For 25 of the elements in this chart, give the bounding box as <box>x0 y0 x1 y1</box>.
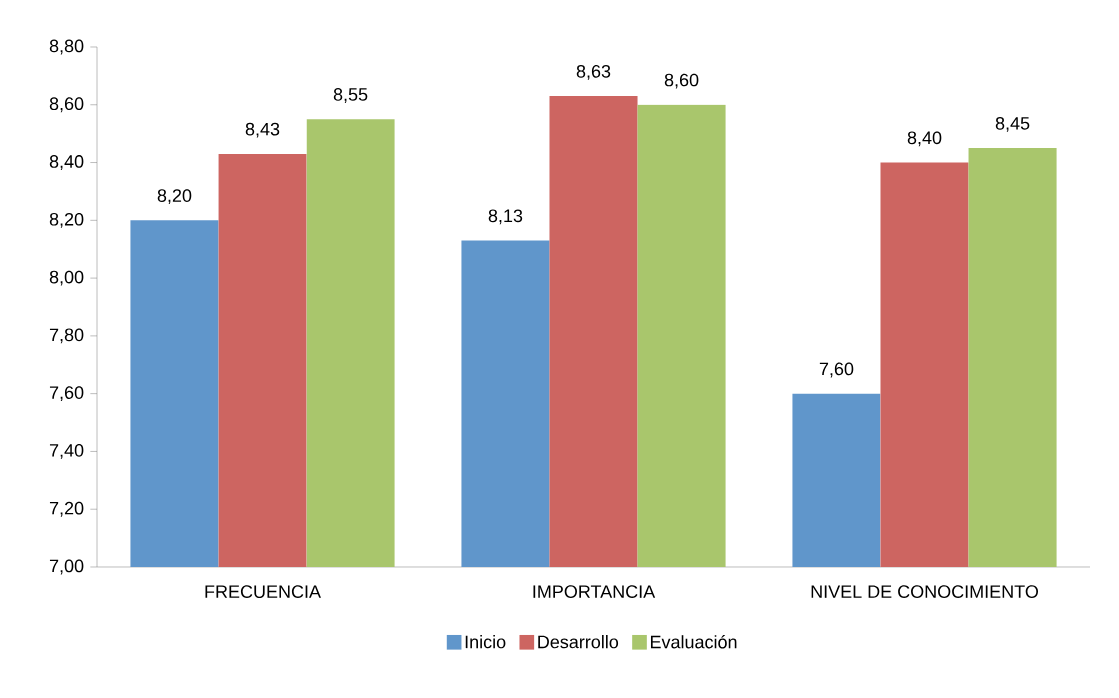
legend-label: Evaluación <box>650 634 737 649</box>
x-tick-label: FRECUENCIA <box>205 585 321 598</box>
x-tick-label: IMPORTANCIA <box>533 585 656 598</box>
data-label: 8,63 <box>576 64 611 80</box>
y-tick-label: 8,80 <box>49 39 84 55</box>
data-label: 8,45 <box>995 116 1030 132</box>
y-tick-label: 8,60 <box>49 97 84 113</box>
data-label: 8,20 <box>157 189 192 205</box>
x-tick-label: NIVEL DE CONOCIMIENTO <box>811 585 1039 598</box>
legend-label: Inicio <box>465 635 506 649</box>
y-tick-label: 7,40 <box>49 444 84 459</box>
data-label: 8,40 <box>907 131 942 147</box>
data-label: 7,60 <box>819 362 854 378</box>
y-tick-label: 8,40 <box>49 155 84 170</box>
y-tick-label: 7,80 <box>49 328 84 344</box>
y-tick-label: 7,20 <box>49 501 84 517</box>
data-label: 8,13 <box>488 209 523 225</box>
data-label: 8,43 <box>245 122 280 138</box>
legend-label: Desarrollo <box>538 635 619 649</box>
y-tick-label: 8,20 <box>49 212 84 228</box>
y-tick-label: 7,60 <box>49 386 84 402</box>
y-tick-label: 8,00 <box>49 270 84 286</box>
data-label: 8,60 <box>664 73 699 89</box>
y-tick-label: 7,00 <box>49 559 84 575</box>
data-label: 8,55 <box>333 88 368 103</box>
